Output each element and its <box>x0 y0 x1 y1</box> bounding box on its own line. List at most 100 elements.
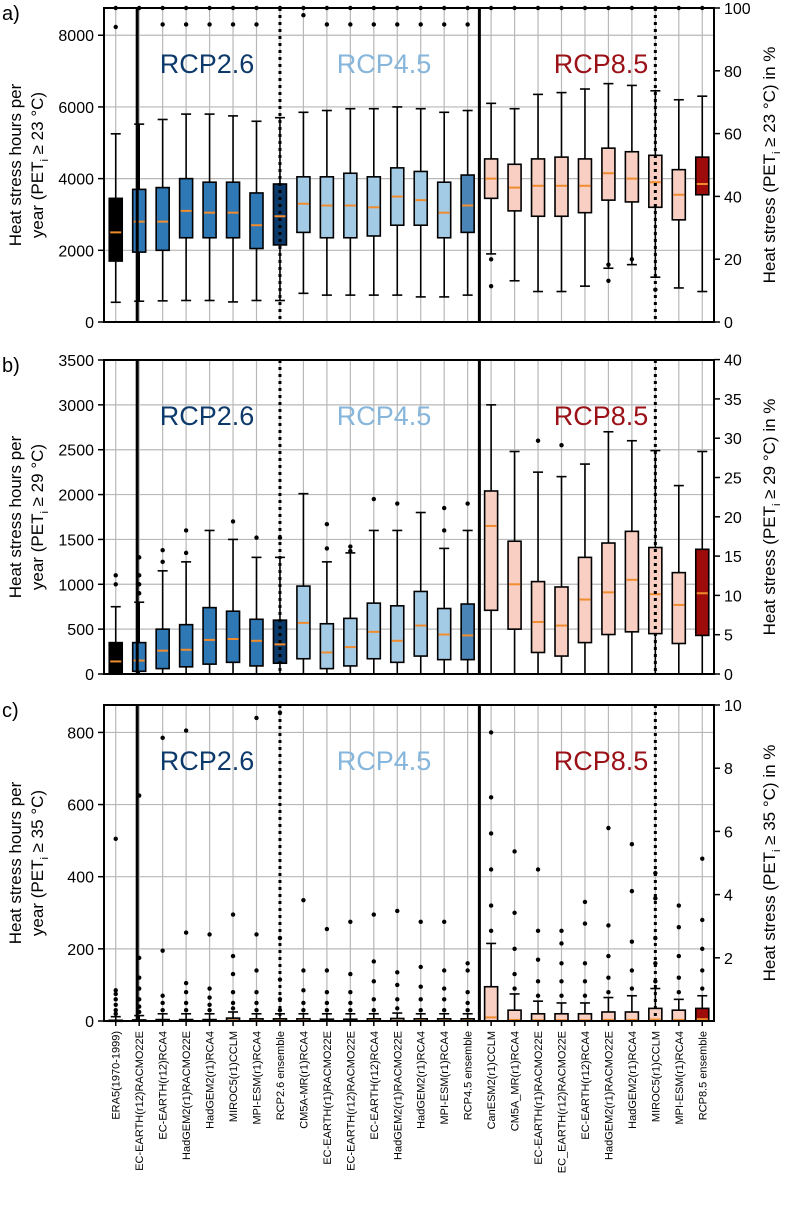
outlier-point <box>606 975 611 980</box>
xtick-label: RCP4.5 ensemble <box>463 1031 475 1120</box>
outlier-point <box>230 989 236 995</box>
box-1 <box>108 5 124 304</box>
outlier-point <box>512 971 517 977</box>
outlier-point <box>606 989 611 995</box>
panel-label: b) <box>2 355 20 377</box>
plot-frame <box>103 704 715 1022</box>
xtick-label: HadGEM2(r1)RACMO22E <box>181 1031 193 1160</box>
outlier-point <box>418 964 423 970</box>
outlier-point <box>301 1007 306 1013</box>
outlier-point <box>465 968 470 973</box>
ytick-label: 4000 <box>58 172 94 189</box>
outlier-point <box>301 988 306 993</box>
box-12 <box>366 496 382 675</box>
outlier-point <box>559 993 564 998</box>
xtick-label: EC-EARTH(r1)RACMO22E <box>533 1031 545 1165</box>
box-20 <box>554 443 569 675</box>
xtick-label: MPI-ESM(r1)RCA4 <box>439 1031 451 1125</box>
xtick-label: EC-EARTH(r1)RACMO22E <box>322 1031 334 1165</box>
outlier-point <box>113 1007 118 1013</box>
box-body <box>249 192 264 250</box>
outlier-point <box>582 921 588 926</box>
ylabel-right: Heat stress (PETi ≥ 35 °C) in % <box>760 745 783 982</box>
xtick-label: EC_EARTH(r12)RACMO22E <box>557 1031 569 1173</box>
box-20 <box>554 928 569 1022</box>
ytick-right-label: 100 <box>724 1 751 18</box>
outlier-point <box>559 941 564 946</box>
ytick-label: 1000 <box>58 577 94 594</box>
outlier-point <box>700 917 705 923</box>
outlier-point <box>254 715 259 721</box>
outlier-point <box>606 262 611 267</box>
outlier-point <box>441 986 447 991</box>
scenario-label: RCP4.5 <box>337 49 432 79</box>
box-15 <box>436 5 452 298</box>
outlier-point <box>676 975 682 980</box>
ylabel-right: Heat stress (PETi ≥ 23 °C) in % <box>760 47 783 284</box>
outlier-point <box>629 842 635 847</box>
outlier-point <box>582 899 588 905</box>
outlier-point <box>676 925 682 930</box>
xtick-label: ERA5(1970-1999) <box>111 1031 123 1120</box>
ytick-right-label: 20 <box>724 252 742 269</box>
outlier-point <box>418 22 423 27</box>
outlier-point <box>395 982 400 988</box>
plot-frame <box>103 7 715 323</box>
ytick-right-label: 6 <box>724 824 733 841</box>
ytick-right-label: 25 <box>724 471 742 488</box>
ytick-right-label: 10 <box>724 698 742 715</box>
panel-label: a) <box>2 3 20 25</box>
ytick-label: 600 <box>67 798 94 815</box>
ytick-right-label: 40 <box>724 189 742 206</box>
xtick-label: RCP2.6 ensemble <box>275 1031 287 1120</box>
ytick-right-label: 40 <box>724 353 742 370</box>
box-body <box>319 622 335 670</box>
ytick-label: 800 <box>67 725 94 742</box>
outlier-point <box>348 548 353 554</box>
outlier-point <box>230 912 236 917</box>
outlier-point <box>441 528 447 533</box>
box-body <box>483 490 499 612</box>
outlier-point <box>113 573 118 578</box>
outlier-point <box>629 257 635 262</box>
outlier-point <box>465 22 470 27</box>
box-body <box>554 586 569 657</box>
ytick-label: 0 <box>85 315 94 332</box>
outlier-point <box>113 24 118 30</box>
box-body <box>272 183 288 246</box>
ytick-label: 2000 <box>58 243 94 260</box>
box-body <box>436 181 452 239</box>
outlier-point <box>207 1007 212 1013</box>
ytick-label: 8000 <box>58 28 94 45</box>
ytick-right-label: 10 <box>724 588 742 605</box>
outlier-point <box>301 897 306 903</box>
box-body <box>671 571 687 645</box>
outlier-point <box>371 979 377 984</box>
box-body <box>483 985 499 1022</box>
outlier-point <box>113 988 118 993</box>
outlier-point <box>395 970 400 975</box>
scenario-label: RCP4.5 <box>337 401 432 431</box>
xtick-label: HadGEM2(r1)RACMO22E <box>392 1031 404 1160</box>
outlier-point <box>160 948 165 953</box>
scenario-label: RCP4.5 <box>337 746 432 776</box>
box-body <box>202 606 217 665</box>
outlier-point <box>348 1007 353 1013</box>
box-body <box>624 530 640 633</box>
box-3 <box>155 5 170 302</box>
outlier-point <box>183 989 189 995</box>
outlier-point <box>465 501 470 506</box>
outlier-point <box>160 1000 165 1006</box>
outlier-point <box>254 968 259 973</box>
box-20 <box>554 5 569 293</box>
box-7 <box>249 535 264 675</box>
xtick-label: HadGEM2(r1)RCA4 <box>627 1031 639 1129</box>
outlier-point <box>582 993 588 998</box>
outlier-point <box>395 22 400 27</box>
outlier-point <box>348 22 353 27</box>
outlier-point <box>700 986 705 991</box>
ytick-right-label: 60 <box>724 127 742 144</box>
outlier-point <box>488 928 494 934</box>
box-6 <box>225 519 241 675</box>
ytick-right-label: 35 <box>724 392 742 409</box>
